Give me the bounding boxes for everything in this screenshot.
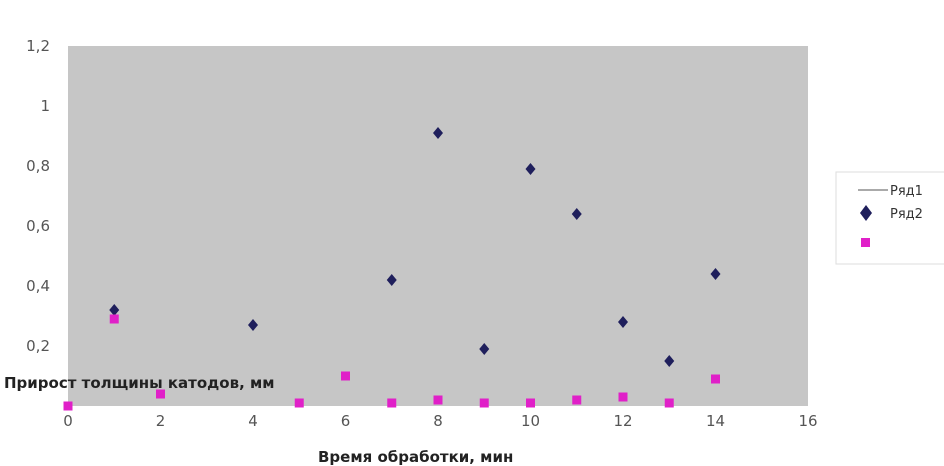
legend-series1-marker [860,205,872,221]
data-point [156,389,165,399]
series-layer [63,127,721,411]
y-axis-title: Прирост толщины катодов, мм [4,374,275,392]
series-2 [63,314,720,411]
legend-box [835,171,944,265]
data-point [711,374,720,384]
data-point [386,274,397,286]
legend-series2-label: Ряд2 [890,207,923,222]
series-1 [109,127,721,367]
data-point [479,398,489,408]
data-point [341,371,350,381]
x-tick-label: 4 [248,412,258,430]
data-point [294,398,304,408]
data-point [248,319,258,331]
x-tick-label: 10 [521,412,540,430]
x-tick-label: 6 [341,412,351,430]
y-tick-label: 0,4 [26,277,50,295]
y-tick-label: 0,8 [26,157,50,175]
data-point [664,398,674,408]
x-tick-label: 2 [156,412,166,430]
x-tick-label: 12 [613,412,632,430]
data-point [710,268,721,280]
legend-series2-marker [861,238,870,247]
y-tick-label: 0,2 [26,337,50,355]
data-point [525,163,536,175]
data-point [618,316,628,328]
data-point [526,398,535,408]
y-tick-label: 1 [40,97,50,115]
data-point [664,355,675,367]
data-point [572,395,582,405]
x-tick-label: 0 [63,412,73,430]
data-point [109,314,119,324]
data-point [433,395,443,405]
y-tick-label: 1,2 [26,37,50,55]
legend-series1-label: Ряд1 [890,184,923,199]
data-point [571,208,582,220]
plot-area [68,46,808,406]
x-tick-label: 8 [433,412,443,430]
data-point [479,343,490,355]
legend: Ряд1 Ряд2 [835,171,944,265]
data-point [109,304,120,316]
y-axis-ticks: 0,2 0,4 0,6 0,8 1 1,2 [26,37,50,355]
data-point [63,401,73,411]
y-tick-label: 0,6 [26,217,50,235]
x-axis-ticks: 0 2 4 6 8 10 12 14 16 [63,412,817,430]
data-point [618,392,628,402]
x-tick-label: 16 [798,412,817,430]
x-tick-label: 14 [706,412,725,430]
data-point [433,127,443,139]
x-axis-title: Время обработки, мин [318,448,513,466]
data-point [387,398,397,408]
